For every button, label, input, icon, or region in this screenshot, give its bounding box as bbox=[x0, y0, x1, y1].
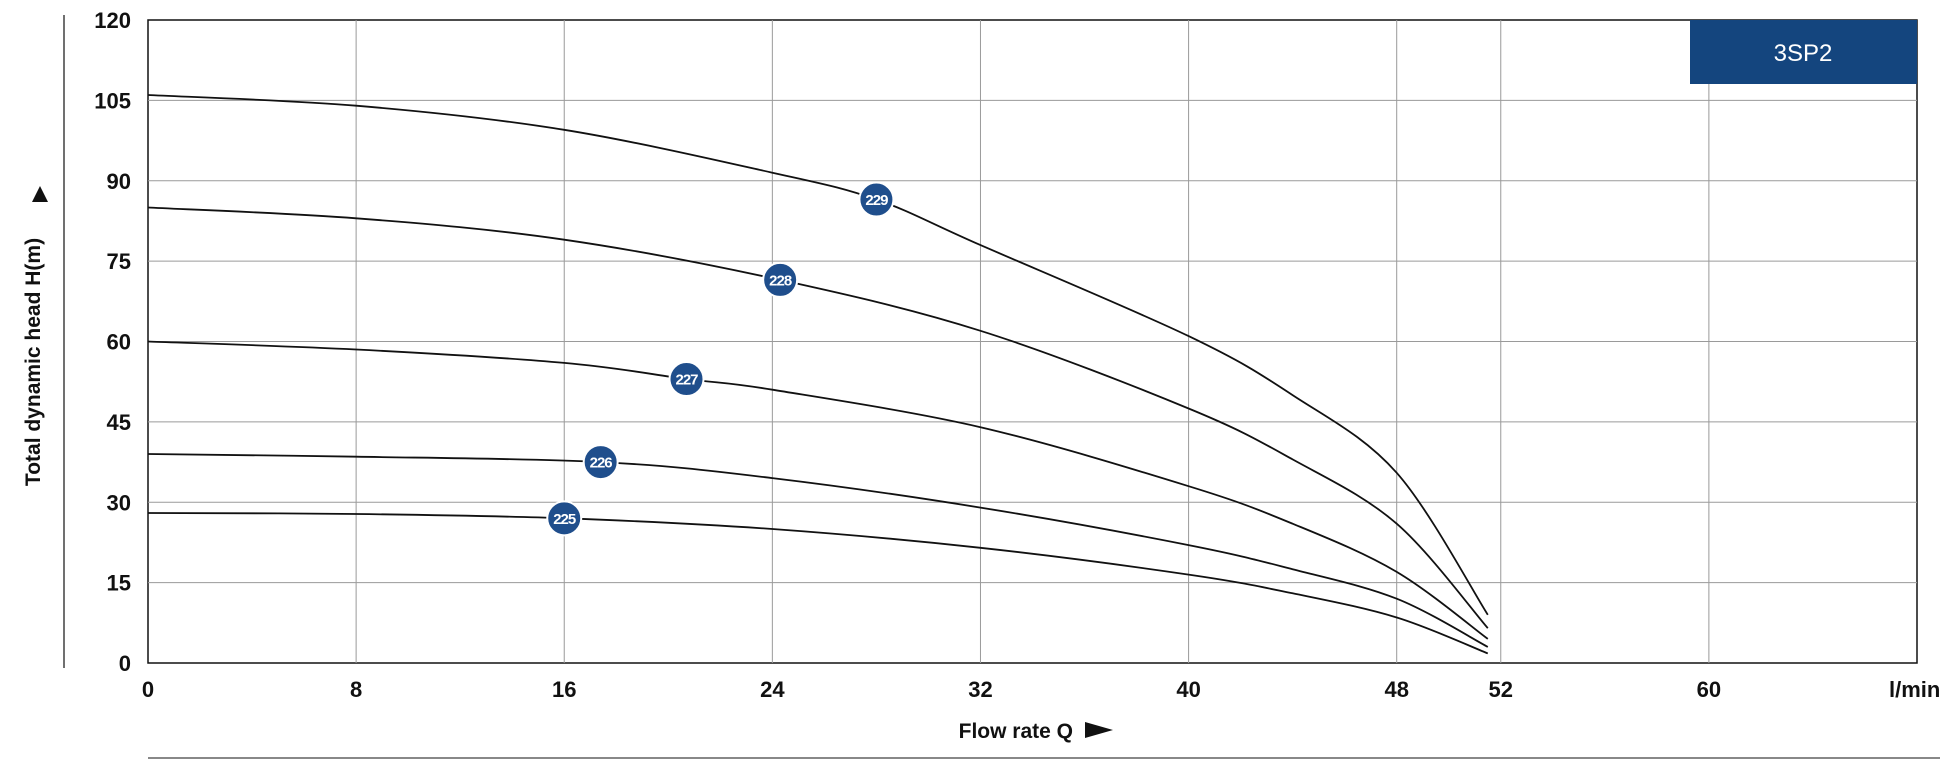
x-unit-label: l/min bbox=[1889, 677, 1940, 702]
x-tick-label: 16 bbox=[552, 677, 576, 702]
x-axis-arrow-icon bbox=[1085, 722, 1113, 738]
curve-badge-225 bbox=[546, 500, 583, 537]
curve-badge-228 bbox=[762, 261, 799, 298]
y-tick-label: 90 bbox=[107, 169, 131, 194]
curve-225 bbox=[147, 512, 1489, 655]
y-tick-label: 30 bbox=[107, 490, 131, 515]
x-tick-label: 8 bbox=[350, 677, 362, 702]
y-axis-title: Total dynamic head H(m) bbox=[22, 238, 45, 486]
y-axis-title-group: Total dynamic head H(m) bbox=[22, 186, 48, 486]
curves bbox=[147, 94, 1489, 655]
x-tick-label: 60 bbox=[1697, 677, 1721, 702]
curve-226 bbox=[147, 453, 1489, 648]
curve-badge-label: 226 bbox=[590, 455, 613, 472]
curve-229 bbox=[147, 94, 1489, 616]
y-tick-label: 75 bbox=[107, 249, 131, 274]
x-tick-label: 48 bbox=[1384, 677, 1408, 702]
curve-badge-229 bbox=[858, 181, 895, 218]
curve-badge-label: 228 bbox=[769, 272, 792, 289]
curve-badge-label: 227 bbox=[675, 372, 698, 389]
curve-badge-227 bbox=[668, 361, 705, 398]
y-tick-label: 15 bbox=[107, 571, 131, 596]
y-tick-label: 60 bbox=[107, 330, 131, 355]
model-label-box bbox=[1690, 20, 1917, 84]
x-tick-label: 40 bbox=[1176, 677, 1200, 702]
x-tick-label: 52 bbox=[1489, 677, 1513, 702]
curve-badge-226 bbox=[582, 444, 619, 481]
y-tick-label: 120 bbox=[94, 8, 131, 33]
y-axis-arrow-icon bbox=[32, 186, 48, 202]
x-tick-label: 32 bbox=[968, 677, 992, 702]
curve-228 bbox=[147, 206, 1489, 629]
curve-badge-label: 225 bbox=[553, 511, 576, 528]
x-tick-label: 0 bbox=[142, 677, 154, 702]
y-tick-label: 105 bbox=[94, 88, 131, 113]
x-tick-label: 24 bbox=[760, 677, 785, 702]
tick-labels: 0 8 16 24 32 40 48 52 60 0 15 30 45 60 75 90 105 120 bbox=[94, 8, 1721, 702]
curve-badges: 229 228 227 226 225 bbox=[546, 181, 895, 537]
model-label: 3SP2 bbox=[1774, 40, 1833, 67]
y-tick-label: 45 bbox=[107, 410, 131, 435]
x-axis-title: Flow rate Q bbox=[959, 720, 1073, 743]
grid-lines bbox=[148, 20, 1917, 663]
y-tick-label: 0 bbox=[119, 651, 131, 676]
curve-badge-label: 229 bbox=[865, 192, 888, 209]
curve-227 bbox=[147, 340, 1489, 640]
